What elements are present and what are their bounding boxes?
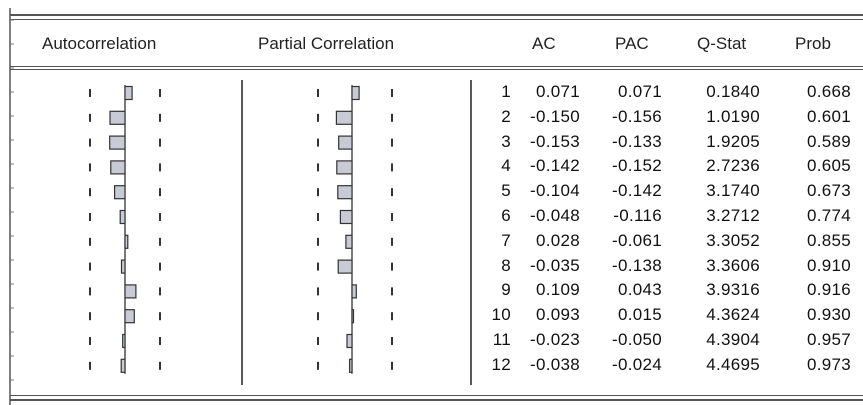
- ac-bar: [124, 309, 135, 324]
- pac-bar: [351, 85, 360, 101]
- pac-bar: [336, 160, 353, 175]
- header-partial-correlation: Partial Correlation: [258, 34, 395, 53]
- bottom-rule: [10, 395, 863, 396]
- lag-cell: 7: [501, 230, 511, 250]
- ac-value: -0.023: [529, 330, 580, 349]
- prob-value: 0.605: [806, 156, 851, 176]
- lag-cell: 8: [501, 255, 511, 275]
- qstat-value: 3.1740: [706, 181, 760, 201]
- qstat-value: 1.9205: [706, 131, 760, 151]
- ac-bar: [124, 85, 133, 101]
- bottom-rule-inner: [10, 399, 863, 401]
- ac-bar: [120, 259, 126, 274]
- ac-value: 0.028: [535, 230, 580, 250]
- qstat-value: 2.7236: [706, 156, 760, 176]
- ac-bar: [122, 333, 126, 349]
- lag-cell: 10: [491, 305, 511, 325]
- ac-bar: [119, 209, 126, 225]
- header-ac: AC: [532, 34, 556, 53]
- qstat-value: 3.3052: [706, 230, 760, 250]
- prob-value: 0.930: [806, 305, 851, 325]
- ac-value: -0.142: [529, 156, 580, 176]
- ac-value: -0.150: [529, 106, 580, 126]
- qstat-value: 0.1840: [706, 82, 760, 101]
- pac-value: -0.142: [611, 181, 662, 201]
- pac-bar: [335, 110, 353, 125]
- pac-value: -0.024: [611, 354, 662, 374]
- pac-value: -0.116: [613, 206, 662, 225]
- top-rule-inner: [10, 19, 863, 20]
- lag-cell: 11: [492, 330, 511, 349]
- pac-bar: [339, 209, 353, 225]
- pac-bar: [351, 284, 357, 299]
- lag-cell: 12: [491, 354, 511, 374]
- lag-cell: 5: [501, 181, 511, 201]
- prob-value: 0.668: [806, 82, 851, 101]
- ac-value: -0.153: [529, 131, 580, 151]
- pac-value: 0.043: [617, 280, 662, 300]
- lag-cell: 6: [501, 206, 511, 225]
- qstat-value: 4.3904: [706, 330, 760, 349]
- ac-bar: [110, 160, 126, 175]
- ac-bar: [109, 135, 126, 150]
- ac-value: 0.071: [535, 82, 580, 101]
- prob-value: 0.916: [806, 280, 851, 300]
- ac-bar: [124, 234, 129, 249]
- prob-value: 0.774: [806, 206, 851, 225]
- lag-cell: 1: [501, 82, 511, 101]
- ac-bar: [113, 185, 126, 200]
- qstat-value: 4.3624: [706, 305, 760, 325]
- pac-bar: [337, 185, 353, 200]
- prob-value: 0.957: [806, 330, 851, 349]
- ac-bar: [120, 358, 126, 373]
- pac-value: 0.071: [617, 82, 662, 101]
- ac-value: 0.109: [535, 280, 580, 300]
- qstat-value: 3.3606: [706, 255, 760, 275]
- ac-value: -0.048: [529, 206, 580, 225]
- lag-cell: 3: [501, 131, 511, 151]
- pac-value: -0.061: [611, 230, 662, 250]
- lag-cell: 4: [501, 156, 511, 176]
- qstat-value: 3.2712: [706, 206, 760, 225]
- pac-value: -0.050: [611, 330, 662, 349]
- prob-value: 0.973: [806, 354, 851, 374]
- prob-value: 0.855: [806, 230, 851, 250]
- prob-value: 0.910: [806, 255, 851, 275]
- header-rule-inner: [10, 69, 863, 70]
- header-pac: PAC: [615, 34, 649, 53]
- pac-value: -0.152: [611, 156, 662, 176]
- ac-bar: [109, 110, 126, 125]
- pac-bar: [349, 358, 353, 373]
- header-qstat: Q-Stat: [697, 34, 747, 53]
- pac-value: -0.156: [611, 106, 662, 126]
- pac-bar: [337, 259, 353, 274]
- ac-bar: [124, 284, 137, 299]
- prob-value: 0.673: [806, 181, 851, 201]
- ac-value: 0.093: [535, 305, 580, 325]
- pac-value: -0.133: [611, 131, 662, 151]
- qstat-value: 1.0190: [706, 106, 760, 126]
- header-autocorrelation: Autocorrelation: [42, 34, 157, 53]
- pac-value: 0.015: [617, 305, 662, 325]
- pac-bar: [345, 234, 353, 249]
- top-rule: [10, 14, 863, 16]
- header-prob: Prob: [795, 34, 831, 53]
- qstat-value: 3.9316: [706, 280, 760, 300]
- ac-value: -0.035: [529, 255, 580, 275]
- lag-cell: 2: [501, 106, 511, 126]
- ac-value: -0.104: [529, 181, 580, 201]
- ac-value: -0.038: [529, 354, 580, 374]
- prob-value: 0.589: [806, 131, 851, 151]
- lag-cell: 9: [501, 280, 511, 300]
- header-rule: [10, 66, 863, 67]
- pac-bar: [351, 309, 355, 324]
- pac-bar: [338, 135, 353, 150]
- prob-value: 0.601: [806, 106, 851, 126]
- pac-value: -0.138: [611, 255, 662, 275]
- pac-bar: [346, 333, 353, 349]
- qstat-value: 4.4695: [706, 354, 760, 374]
